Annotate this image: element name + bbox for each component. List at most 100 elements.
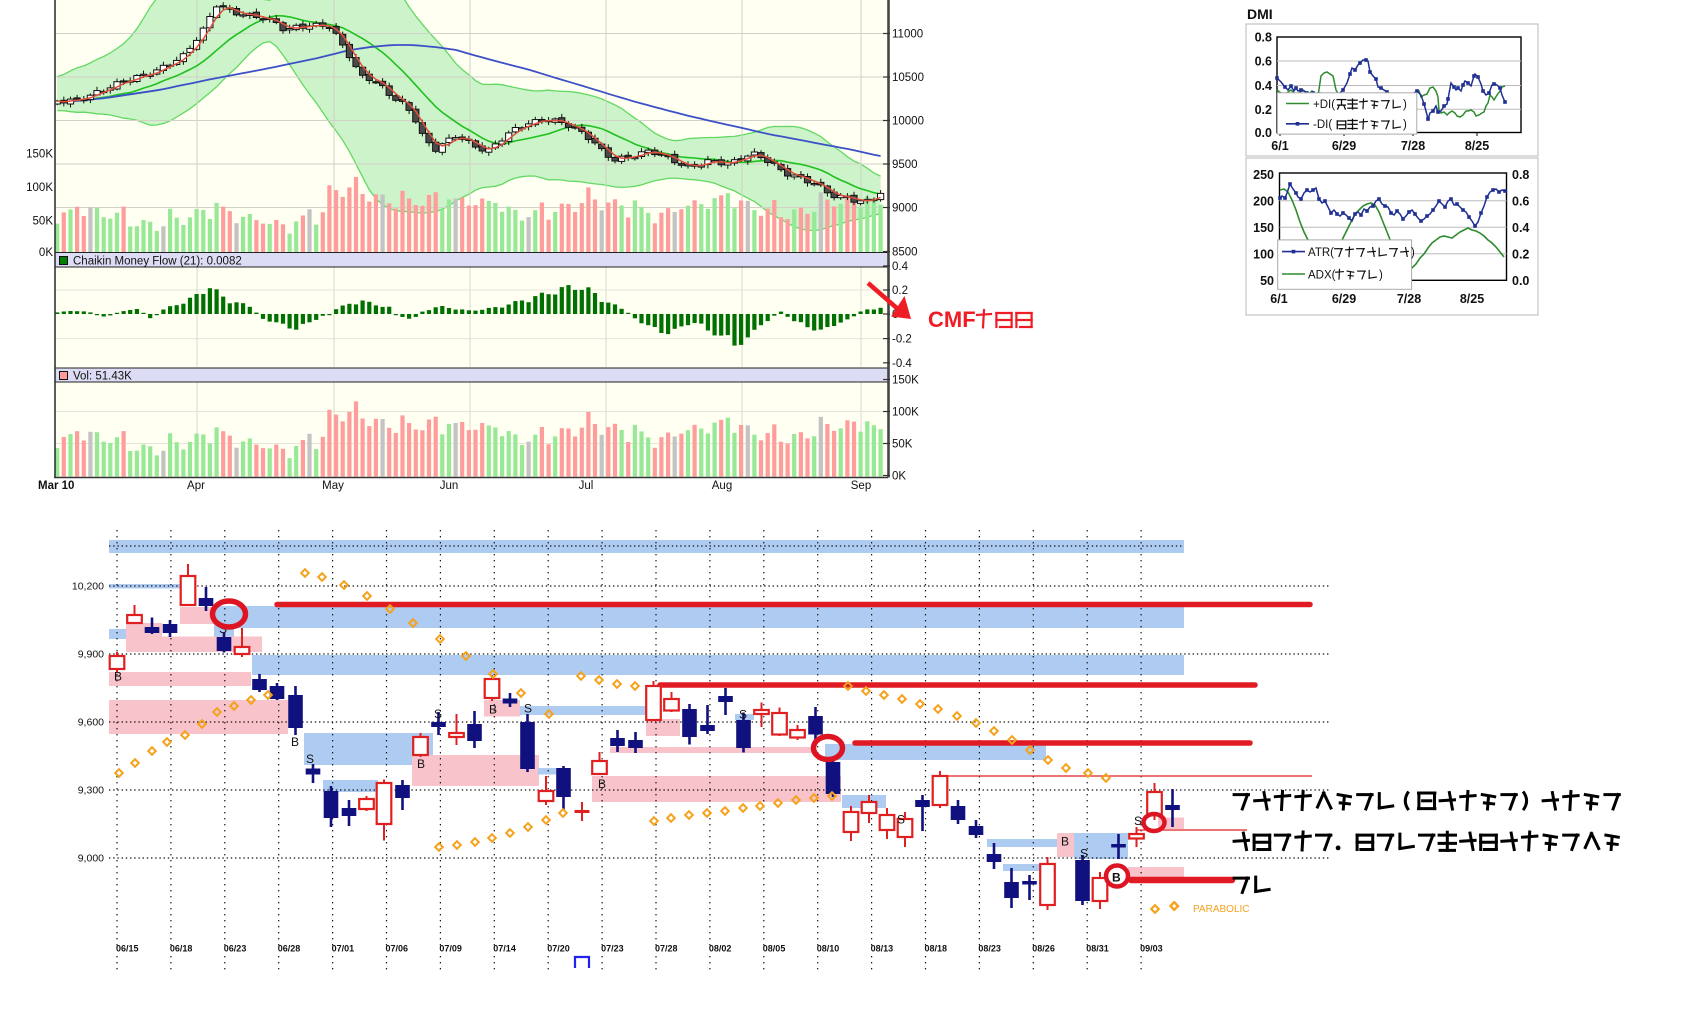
- svg-text:0.4: 0.4: [1512, 221, 1529, 235]
- svg-text:06/28: 06/28: [278, 944, 301, 954]
- svg-text:07/14: 07/14: [493, 944, 516, 954]
- svg-text:B: B: [598, 777, 606, 791]
- svg-text:6/1: 6/1: [1270, 292, 1287, 306]
- svg-text:ADX(: ADX(: [1308, 269, 1336, 281]
- svg-text:11000: 11000: [892, 29, 923, 41]
- svg-text:S: S: [434, 707, 442, 721]
- svg-text:100K: 100K: [26, 182, 53, 194]
- svg-text:May: May: [322, 480, 344, 492]
- svg-text:08/31: 08/31: [1086, 944, 1109, 954]
- svg-text:B: B: [291, 735, 299, 749]
- svg-text:7/28: 7/28: [1401, 139, 1425, 153]
- svg-text:7/28: 7/28: [1397, 292, 1421, 306]
- svg-text:9,900: 9,900: [78, 649, 104, 661]
- svg-text:Mar 10: Mar 10: [38, 480, 74, 492]
- svg-text:250: 250: [1253, 168, 1274, 182]
- svg-text:9,600: 9,600: [78, 717, 104, 729]
- svg-text:0.4: 0.4: [892, 261, 909, 273]
- svg-text:06/23: 06/23: [224, 944, 247, 954]
- svg-text:07/23: 07/23: [601, 944, 624, 954]
- svg-text:CMF: CMF: [928, 307, 976, 332]
- svg-text:Sep: Sep: [851, 480, 871, 492]
- svg-text:0.6: 0.6: [1255, 55, 1272, 69]
- svg-text:0.0: 0.0: [1512, 274, 1529, 288]
- svg-text:Aug: Aug: [712, 480, 732, 492]
- svg-text:100K: 100K: [892, 407, 919, 419]
- svg-text:06/18: 06/18: [170, 944, 193, 954]
- svg-text:50K: 50K: [892, 439, 913, 451]
- svg-text:150K: 150K: [892, 375, 919, 387]
- svg-text:08/18: 08/18: [925, 944, 948, 954]
- svg-text:Vol: 51.43K: Vol: 51.43K: [73, 371, 132, 383]
- svg-text:150K: 150K: [26, 149, 53, 161]
- svg-text:07/09: 07/09: [439, 944, 462, 954]
- svg-text:Jul: Jul: [579, 480, 594, 492]
- svg-text:-0.4: -0.4: [892, 358, 912, 370]
- svg-text:): ): [1411, 247, 1415, 259]
- svg-text:8/25: 8/25: [1465, 139, 1489, 153]
- svg-text:S: S: [1080, 847, 1088, 861]
- svg-text:0.8: 0.8: [1255, 31, 1272, 45]
- svg-text:200: 200: [1253, 194, 1274, 208]
- svg-text:0.0: 0.0: [1255, 126, 1272, 140]
- svg-text:Apr: Apr: [187, 480, 205, 492]
- svg-text:0.2: 0.2: [1255, 103, 1272, 117]
- svg-text:0.2: 0.2: [892, 285, 908, 297]
- svg-text:B: B: [114, 670, 122, 684]
- svg-text:10000: 10000: [892, 116, 924, 128]
- svg-text:S: S: [1134, 814, 1142, 828]
- svg-text:6/29: 6/29: [1332, 292, 1356, 306]
- svg-text:): ): [1379, 269, 1383, 281]
- svg-text:07/28: 07/28: [655, 944, 678, 954]
- svg-text:0.6: 0.6: [1512, 194, 1529, 208]
- svg-text:B: B: [489, 703, 497, 717]
- svg-text:Chaikin Money Flow (21): 0.008: Chaikin Money Flow (21): 0.0082: [73, 256, 242, 268]
- svg-text:07/20: 07/20: [547, 944, 570, 954]
- svg-text:ATR(: ATR(: [1308, 247, 1334, 259]
- svg-text:S: S: [524, 702, 532, 716]
- svg-text:8500: 8500: [892, 247, 918, 259]
- svg-text:9,000: 9,000: [78, 853, 104, 865]
- svg-text:0K: 0K: [892, 471, 906, 483]
- svg-text:): ): [1403, 99, 1407, 111]
- svg-text:9000: 9000: [892, 203, 918, 215]
- svg-text:08/02: 08/02: [709, 944, 732, 954]
- svg-text:9500: 9500: [892, 159, 918, 171]
- svg-text:S: S: [739, 708, 747, 722]
- svg-text:B: B: [417, 757, 425, 771]
- svg-text:08/26: 08/26: [1032, 944, 1055, 954]
- svg-text:50K: 50K: [33, 216, 54, 228]
- svg-text:PARABOLIC: PARABOLIC: [1193, 904, 1250, 915]
- svg-text:): ): [1403, 119, 1407, 131]
- svg-text:-0.2: -0.2: [892, 334, 912, 346]
- svg-text:9,300: 9,300: [78, 785, 104, 797]
- svg-text:10,200: 10,200: [72, 581, 104, 593]
- svg-text:50: 50: [1260, 274, 1274, 288]
- svg-text:08/23: 08/23: [978, 944, 1001, 954]
- svg-text:06/15: 06/15: [116, 944, 139, 954]
- svg-text:+DI(: +DI(: [1313, 99, 1335, 111]
- svg-text:6/1: 6/1: [1271, 139, 1288, 153]
- svg-text:0.4: 0.4: [1255, 79, 1272, 93]
- svg-text:8/25: 8/25: [1460, 292, 1484, 306]
- svg-text:0K: 0K: [39, 247, 53, 259]
- svg-text:10500: 10500: [892, 72, 924, 84]
- svg-text:Jun: Jun: [440, 480, 459, 492]
- svg-text:08/10: 08/10: [817, 944, 840, 954]
- svg-text:08/05: 08/05: [763, 944, 786, 954]
- svg-text:-DI(: -DI(: [1313, 119, 1332, 131]
- svg-text:6/29: 6/29: [1332, 139, 1356, 153]
- svg-text:S: S: [897, 813, 905, 827]
- svg-text:100: 100: [1253, 247, 1274, 261]
- svg-text:B: B: [1061, 835, 1069, 849]
- svg-text:09/03: 09/03: [1140, 944, 1163, 954]
- svg-text:0.2: 0.2: [1512, 247, 1529, 261]
- svg-text:S: S: [306, 752, 314, 766]
- svg-text:0.8: 0.8: [1512, 168, 1529, 182]
- svg-text:07/06: 07/06: [386, 944, 409, 954]
- svg-text:B: B: [1112, 871, 1121, 885]
- svg-text:08/13: 08/13: [871, 944, 894, 954]
- svg-text:150: 150: [1253, 221, 1274, 235]
- svg-text:07/01: 07/01: [332, 944, 355, 954]
- svg-text:DMI: DMI: [1247, 6, 1273, 22]
